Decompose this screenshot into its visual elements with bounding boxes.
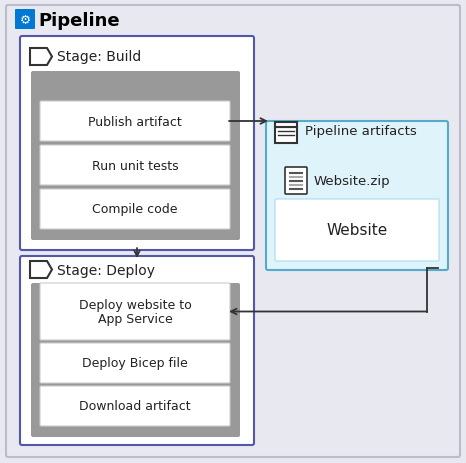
FancyBboxPatch shape	[40, 283, 230, 340]
Text: Website: Website	[326, 223, 388, 238]
Text: Download artifact: Download artifact	[79, 400, 191, 413]
Text: Deploy website to
App Service: Deploy website to App Service	[79, 298, 192, 326]
FancyBboxPatch shape	[40, 189, 230, 230]
Bar	[275, 123, 297, 128]
Text: Compile code: Compile code	[92, 203, 178, 216]
FancyBboxPatch shape	[266, 122, 448, 270]
FancyBboxPatch shape	[31, 283, 240, 437]
FancyBboxPatch shape	[20, 37, 254, 250]
FancyBboxPatch shape	[40, 146, 230, 186]
Bar	[275, 128, 297, 144]
Text: Deploy Bicep file: Deploy Bicep file	[82, 357, 188, 369]
FancyBboxPatch shape	[40, 102, 230, 142]
Text: Pipeline artifacts: Pipeline artifacts	[305, 125, 417, 138]
FancyBboxPatch shape	[275, 200, 439, 262]
FancyBboxPatch shape	[31, 72, 240, 240]
Text: Stage: Deploy: Stage: Deploy	[57, 263, 155, 277]
Text: Pipeline: Pipeline	[38, 12, 120, 30]
Text: Stage: Build: Stage: Build	[57, 50, 141, 64]
FancyBboxPatch shape	[20, 257, 254, 445]
Text: ⚙: ⚙	[20, 13, 31, 26]
FancyBboxPatch shape	[15, 10, 35, 30]
Text: Publish artifact: Publish artifact	[88, 115, 182, 128]
FancyBboxPatch shape	[285, 168, 307, 194]
FancyBboxPatch shape	[6, 6, 460, 457]
FancyBboxPatch shape	[40, 343, 230, 383]
Text: Website.zip: Website.zip	[314, 174, 391, 187]
FancyBboxPatch shape	[40, 386, 230, 426]
Text: Run unit tests: Run unit tests	[92, 159, 178, 172]
